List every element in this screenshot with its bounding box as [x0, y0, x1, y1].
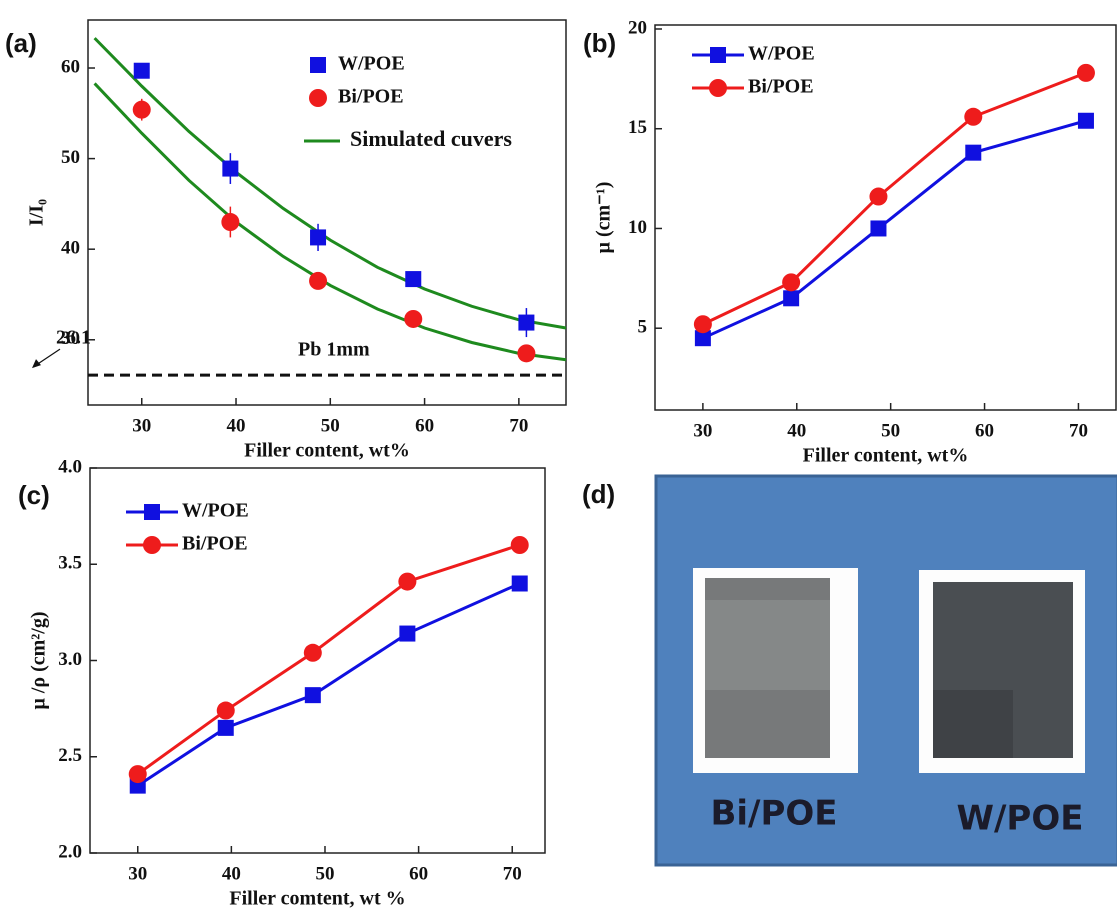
x-tick-label: 70 — [503, 863, 522, 884]
point — [1078, 113, 1094, 129]
legend-label: W/POE — [748, 43, 815, 65]
point — [305, 687, 321, 703]
point — [399, 626, 415, 642]
legend-label: Bi/POE — [748, 76, 814, 98]
annotation-arrow — [36, 349, 60, 365]
figure: (d) Bi/POE W/POE (a)304050607030405060Fi… — [0, 0, 1117, 919]
x-tick-label: 40 — [222, 863, 241, 884]
point — [404, 310, 422, 328]
sample-label: Bi/POE — [710, 794, 837, 834]
point — [304, 644, 322, 662]
series-line — [138, 584, 520, 786]
legend-marker — [143, 536, 161, 554]
x-tick-label: 70 — [509, 415, 528, 436]
legend-marker — [144, 504, 160, 520]
legend-label: Bi/POE — [338, 86, 404, 108]
point — [405, 271, 421, 287]
point — [511, 536, 529, 554]
point — [129, 765, 147, 783]
y-tick-label: 15 — [628, 117, 647, 138]
series-line — [703, 73, 1086, 324]
point — [869, 188, 887, 206]
x-axis-label: Filler comtent, wt % — [229, 888, 405, 910]
x-tick-label: 60 — [409, 863, 428, 884]
point — [218, 720, 234, 736]
y-tick-label: 3.0 — [58, 649, 82, 670]
photo-panel: (d) Bi/POE W/POE — [582, 476, 1117, 865]
point — [783, 290, 799, 306]
panel-label: (a) — [5, 28, 37, 58]
x-tick-label: 30 — [128, 863, 147, 884]
reference-label: Pb 1mm — [298, 339, 370, 361]
annotation-arrowhead — [32, 359, 41, 368]
point — [310, 229, 326, 245]
legend-marker — [310, 57, 326, 73]
series-line — [703, 121, 1086, 338]
x-tick-label: 60 — [415, 415, 434, 436]
x-axis-label: Filler content, wt% — [803, 445, 969, 467]
y-tick-label: 20 — [628, 17, 647, 38]
y-tick-label: 60 — [61, 56, 80, 77]
x-tick-label: 70 — [1069, 420, 1088, 441]
point — [398, 573, 416, 591]
series-line — [138, 545, 520, 774]
point — [782, 273, 800, 291]
sample-shade — [933, 690, 1013, 758]
x-tick-label: 40 — [787, 420, 806, 441]
panel-label: (c) — [18, 480, 50, 510]
x-tick-label: 50 — [881, 420, 900, 441]
point — [964, 108, 982, 126]
y-tick-label: 50 — [61, 147, 80, 168]
x-tick-label: 30 — [693, 420, 712, 441]
legend-label: Bi/POE — [182, 533, 248, 555]
y-tick-label: 40 — [61, 238, 80, 259]
x-tick-label: 40 — [227, 415, 246, 436]
y-tick-label: 2.5 — [58, 745, 82, 766]
point — [1077, 64, 1095, 82]
legend-marker — [710, 47, 726, 63]
point — [694, 315, 712, 333]
point — [133, 101, 151, 119]
point — [309, 272, 327, 290]
sample-label: W/POE — [957, 799, 1084, 839]
x-tick-label: 50 — [315, 863, 334, 884]
y-tick-label: 2.0 — [58, 841, 82, 862]
panel-label: (b) — [583, 28, 616, 58]
point — [512, 576, 528, 592]
y-axis-label: μ (cm⁻¹) — [593, 182, 615, 254]
sample-sheen — [705, 600, 830, 690]
y-tick-label: 5 — [638, 317, 648, 338]
fit-curve — [95, 83, 566, 359]
y-tick-label: 4.0 — [58, 456, 82, 477]
point — [134, 63, 150, 79]
point — [517, 344, 535, 362]
x-tick-label: 30 — [132, 415, 151, 436]
reference-value: 26.1 — [56, 327, 91, 349]
x-tick-label: 50 — [321, 415, 340, 436]
point — [222, 161, 238, 177]
legend-label: W/POE — [338, 53, 405, 75]
y-axis-label: μ /ρ (cm²/g) — [28, 611, 50, 709]
point — [965, 145, 981, 161]
legend-label: W/POE — [182, 500, 249, 522]
plot-frame — [90, 468, 545, 853]
y-axis-label: I/I₀ — [26, 199, 48, 226]
point — [221, 213, 239, 231]
legend-marker — [709, 79, 727, 97]
y-tick-label: 3.5 — [58, 553, 82, 574]
point — [217, 702, 235, 720]
point — [518, 315, 534, 331]
panel-label: (d) — [582, 479, 615, 509]
x-axis-label: Filler content, wt% — [244, 440, 410, 462]
x-tick-label: 60 — [975, 420, 994, 441]
legend-marker — [309, 89, 327, 107]
y-tick-label: 10 — [628, 217, 647, 238]
legend-label: Simulated cuvers — [350, 126, 512, 151]
point — [870, 220, 886, 236]
